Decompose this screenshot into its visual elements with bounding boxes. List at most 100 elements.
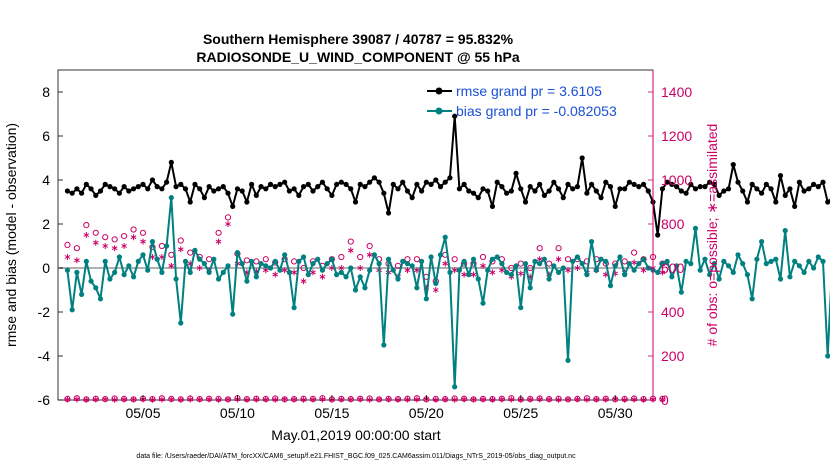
bias-point <box>286 269 292 275</box>
obs-assimilated-point <box>262 396 269 403</box>
rmse-point <box>466 188 472 194</box>
rmse-point <box>220 184 226 190</box>
bias-point <box>787 274 793 280</box>
rmse-point <box>787 186 793 192</box>
obs-assimilated-point <box>555 256 562 263</box>
bias-point <box>631 267 637 273</box>
rmse-point <box>437 184 444 190</box>
bias-point <box>470 256 477 262</box>
rmse-point <box>622 186 628 192</box>
obs-assimilated-point <box>300 278 307 285</box>
obs-possible-point <box>357 253 364 261</box>
bias-point <box>607 283 614 289</box>
rmse-point <box>664 179 670 185</box>
left-tick-label: -4 <box>38 348 51 364</box>
plot-area <box>57 69 830 403</box>
obs-possible-point <box>102 234 109 241</box>
bias-point <box>617 254 623 260</box>
rmse-point <box>806 186 812 192</box>
bias-point <box>485 267 491 273</box>
rmse-point <box>711 181 717 187</box>
bias-point <box>513 263 519 269</box>
obs-assimilated-point <box>640 267 647 274</box>
x-tick-label: 05/15 <box>314 405 349 421</box>
obs-assimilated-point <box>244 396 250 403</box>
bias-point <box>234 250 241 256</box>
rmse-point <box>461 181 467 187</box>
bias-point <box>423 296 429 302</box>
bias-point <box>334 272 340 278</box>
bias-point <box>74 269 80 275</box>
bias-point <box>126 263 132 269</box>
x-tick-label: 05/25 <box>503 405 538 421</box>
rmse-point <box>362 184 368 190</box>
obs-assimilated-point <box>225 221 231 227</box>
bias-point <box>414 285 420 291</box>
rmse-point <box>338 179 344 185</box>
obs-assimilated-point <box>196 396 203 403</box>
rmse-point <box>107 184 113 190</box>
rmse-point <box>522 199 529 205</box>
bias-point <box>267 265 274 271</box>
obs-possible-point <box>564 256 572 263</box>
rmse-point <box>69 190 75 196</box>
obs-assimilated-point <box>451 267 458 274</box>
bias-point <box>145 267 151 273</box>
obs-assimilated-point <box>177 396 184 403</box>
bias-point <box>159 269 165 275</box>
obs-assimilated-point <box>508 396 515 403</box>
bias-point <box>759 239 765 245</box>
obs-possible-point <box>224 214 232 221</box>
bias-point <box>508 272 514 278</box>
bias-point <box>305 272 311 278</box>
rmse-point <box>164 179 170 185</box>
rmse-point <box>626 179 632 185</box>
bias-point <box>768 258 774 264</box>
rmse-point <box>513 170 519 176</box>
obs-assimilated-point <box>517 270 524 277</box>
right-tick-label: 1400 <box>661 84 692 100</box>
rmse-point <box>357 181 363 187</box>
plot-frame <box>57 69 654 401</box>
bias-point <box>527 285 533 291</box>
obs-assimilated-point <box>319 396 326 403</box>
bias-point <box>707 272 713 278</box>
rmse-point <box>659 186 666 192</box>
obs-assimilated-point <box>215 396 222 403</box>
bias-point <box>69 307 75 313</box>
bias-point <box>792 258 798 264</box>
y-axis-label-left: rmse and bias (model - observation) <box>3 123 19 347</box>
obs-assimilated-point <box>196 265 203 271</box>
rmse-point <box>716 192 722 198</box>
rmse-point <box>324 186 330 192</box>
rmse-point <box>470 190 477 196</box>
bias-point <box>744 272 751 278</box>
obs-assimilated-point <box>177 246 184 253</box>
footnote: data file: /Users/raeder/DAI/ATM_forcXX/… <box>136 453 576 460</box>
right-tick-label: 1000 <box>661 172 692 188</box>
chart-title-line2: RADIOSONDE_U_WIND_COMPONENT @ 55 hPa <box>196 49 519 65</box>
obs-assimilated-point <box>584 396 590 403</box>
rmse-point <box>692 186 699 192</box>
obs-assimilated-point <box>659 396 666 403</box>
rmse-point <box>584 190 590 196</box>
rmse-point <box>385 210 392 216</box>
bias-point <box>352 287 359 293</box>
rmse-point <box>730 162 736 168</box>
obs-assimilated-point <box>565 267 571 274</box>
bias-point <box>329 256 335 262</box>
bias-point <box>249 258 255 264</box>
rmse-point <box>187 199 193 205</box>
rmse-point <box>291 186 297 192</box>
obs-possible-point <box>262 256 269 263</box>
obs-assimilated-point <box>404 267 411 274</box>
bias-point <box>187 269 193 275</box>
rmse-point <box>537 181 543 187</box>
bias-point <box>447 269 453 275</box>
rmse-point <box>494 179 500 185</box>
obs-assimilated-point <box>300 396 307 403</box>
obs-assimilated-point <box>442 260 449 267</box>
bias-point <box>820 258 826 264</box>
rmse-point <box>154 184 160 190</box>
rmse-point <box>79 190 85 196</box>
